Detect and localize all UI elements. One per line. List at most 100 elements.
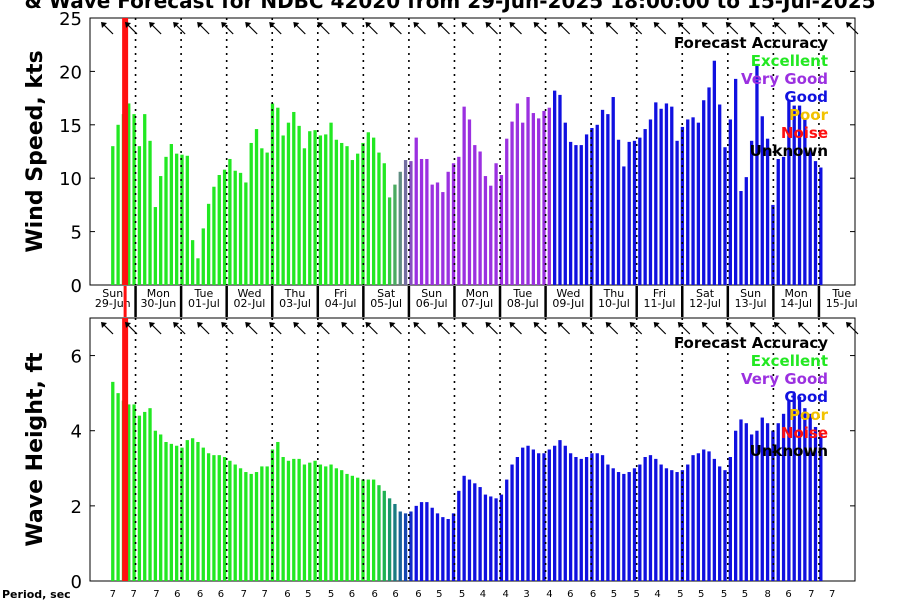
wind-bar: [521, 122, 525, 285]
wind-direction-arrow-icon: [341, 322, 354, 335]
wave-bar: [760, 417, 764, 581]
day-date-label: 12-Jul: [689, 297, 721, 310]
period-value: 4: [503, 589, 509, 600]
wave-bar: [505, 479, 509, 581]
wave-bar: [132, 404, 136, 581]
wind-bar: [222, 169, 227, 285]
period-value: 5: [742, 589, 748, 600]
wave-bar: [595, 453, 599, 581]
day-date-label: 14-Jul: [780, 297, 812, 310]
y-tick-label: 25: [59, 9, 82, 30]
day-name-label: Sat: [377, 287, 396, 300]
day-name-label: Fri: [653, 287, 666, 300]
wind-direction-arrow-icon: [629, 322, 643, 335]
period-value: 6: [284, 589, 290, 600]
wave-bar: [313, 460, 317, 581]
wind-direction-arrow-icon: [725, 322, 739, 335]
wave-bar: [734, 430, 738, 581]
wave-bar: [499, 494, 504, 581]
wind-bar: [148, 140, 152, 285]
wind-direction-arrow-icon: [629, 22, 643, 35]
wind-bar: [324, 134, 328, 285]
wind-bar: [553, 90, 557, 286]
wind-direction-arrow-icon: [485, 22, 498, 35]
wave-bar: [292, 458, 296, 581]
wind-direction-arrow-icon: [605, 22, 619, 35]
wind-bar: [648, 119, 653, 286]
wind-bar: [286, 122, 291, 285]
wave-bar: [425, 502, 429, 581]
wind-bar: [526, 97, 530, 285]
wave-bar: [206, 453, 211, 581]
wind-bar: [707, 87, 711, 285]
wind-bar: [739, 191, 743, 285]
wind-bar: [111, 146, 115, 285]
wind-bar: [611, 97, 615, 285]
wave-bar: [728, 457, 732, 581]
legend-title: Forecast Accuracy: [674, 34, 828, 52]
legend-entry-very_good: Very Good: [741, 370, 828, 388]
wind-plot-frame: [89, 17, 856, 286]
wave-bar: [308, 462, 312, 581]
wave-bar: [792, 393, 796, 581]
period-value: 5: [677, 589, 683, 600]
wind-bar: [409, 161, 413, 285]
wave-bar: [457, 490, 461, 581]
wave-bar: [616, 472, 621, 581]
wave-bar: [702, 449, 706, 581]
wind-direction-arrow-icon: [461, 22, 474, 35]
wave-bar: [233, 464, 237, 581]
wave-bar: [787, 400, 791, 581]
wave-bar: [334, 468, 339, 581]
wave-plot-frame: [89, 317, 856, 582]
wind-direction-arrow-icon: [509, 322, 522, 335]
wind-bar: [143, 114, 147, 286]
period-value: 6: [218, 589, 224, 600]
wave-bar: [579, 458, 583, 581]
wave-bar: [446, 519, 450, 581]
wind-direction-arrow-icon: [533, 322, 547, 335]
wind-bar: [654, 102, 658, 286]
wind-bar: [643, 129, 647, 285]
wind-direction-arrow-icon: [461, 322, 474, 335]
wave-bar: [169, 443, 173, 581]
day-name-label: Thu: [284, 287, 306, 300]
wind-bar: [558, 94, 562, 286]
wind-bar: [435, 182, 440, 285]
wind-bar: [419, 158, 424, 285]
wind-bar: [462, 106, 466, 285]
y-tick-label: 6: [71, 347, 82, 368]
wave-bar: [281, 457, 285, 581]
wind-bar: [718, 104, 722, 285]
wind-direction-arrow-icon: [365, 322, 378, 335]
day-name-label: Mon: [466, 287, 489, 300]
wind-direction-arrow-icon: [293, 322, 306, 335]
wind-bar: [265, 152, 269, 285]
wind-direction-arrow-icon: [101, 322, 114, 335]
wave-bar: [201, 447, 205, 581]
wave-bar: [797, 396, 802, 581]
wave-bar: [137, 415, 142, 581]
wind-bar: [249, 142, 253, 285]
wind-bar: [292, 111, 296, 285]
wave-bar: [664, 468, 669, 581]
wave-bar: [553, 445, 557, 581]
wind-bar: [169, 144, 173, 285]
wind-bar: [457, 156, 461, 285]
wave-bar: [749, 434, 754, 581]
wave-bar: [254, 472, 259, 581]
wave-bar: [489, 496, 493, 581]
wave-bar: [670, 470, 674, 581]
wind-bar: [755, 64, 759, 286]
wave-bar: [627, 472, 631, 581]
wave-bar: [675, 472, 679, 581]
day-date-label: 02-Jul: [234, 297, 266, 310]
wind-direction-arrow-icon: [389, 322, 402, 335]
wave-bar: [648, 455, 653, 581]
wind-direction-arrow-icon: [221, 22, 234, 35]
wind-bar: [212, 186, 216, 285]
wave-bar: [515, 457, 520, 581]
wind-bar: [749, 140, 754, 285]
wave-bar: [345, 473, 349, 581]
period-value: 5: [459, 589, 465, 600]
